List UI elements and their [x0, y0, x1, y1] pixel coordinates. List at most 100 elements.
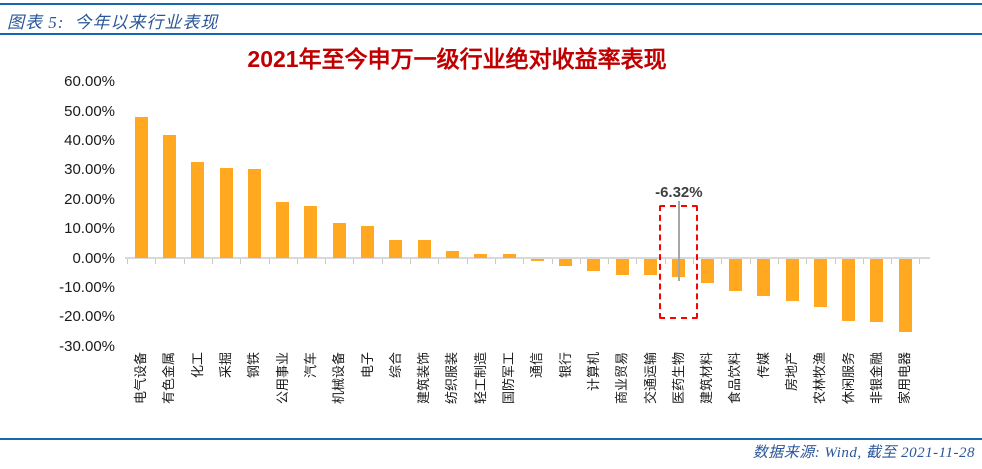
bar-计算机	[587, 258, 601, 272]
x-axis-category-label: 公用事业	[274, 352, 290, 405]
x-axis-category-label: 有色金属	[161, 352, 177, 405]
x-axis-tickmark	[183, 259, 185, 264]
x-axis-line	[125, 257, 930, 259]
y-axis-tick-label: -30.00%	[59, 337, 115, 355]
x-axis-tickmark	[693, 259, 694, 264]
x-axis-category-label: 钢铁	[246, 352, 262, 379]
x-axis-category-label: 银行	[557, 352, 573, 379]
x-axis-tickmark	[777, 259, 779, 264]
x-axis-tickmark	[127, 259, 128, 264]
y-axis-tick-label: 10.00%	[64, 220, 115, 238]
bar-电气设备	[134, 116, 148, 259]
x-axis-tickmark	[523, 259, 525, 264]
x-axis-category-label: 电子	[359, 352, 375, 379]
bar-机械设备	[332, 222, 346, 259]
x-axis-category-label: 机械设备	[331, 352, 347, 405]
x-axis-tickmark	[494, 259, 496, 264]
bar-非银金融	[870, 258, 884, 322]
x-axis-tickmark	[919, 259, 921, 264]
x-axis-tickmark	[891, 259, 893, 264]
bar-化工	[191, 162, 205, 259]
x-axis-category-label: 国防军工	[501, 352, 517, 405]
chart-title: 2021年至今申万一级行业绝对收益率表现	[247, 46, 667, 72]
x-axis-tickmark	[551, 259, 553, 264]
x-axis-tickmark	[834, 259, 836, 264]
x-axis-tickmark	[721, 259, 723, 264]
bar-公用事业	[276, 202, 290, 259]
x-axis-tickmark	[466, 259, 468, 264]
y-axis-tick-label: 40.00%	[64, 131, 115, 149]
x-axis-tickmark	[296, 259, 298, 264]
annotation-leader-line	[677, 201, 680, 281]
figure-caption-label: 图表 5:	[7, 13, 65, 32]
x-axis-tickmark	[862, 259, 864, 264]
x-axis-category-label: 采掘	[218, 352, 234, 379]
x-axis-category-label: 非银金融	[868, 352, 884, 405]
bar-商业贸易	[615, 258, 629, 275]
x-axis-category-label: 商业贸易	[614, 352, 630, 405]
x-axis-tickmark	[325, 259, 327, 264]
x-axis-category-label: 家用电器	[897, 352, 913, 405]
x-axis-category-label: 纺织服装	[444, 352, 460, 405]
footer-rule	[0, 438, 982, 440]
x-axis-tickmark	[636, 259, 638, 264]
x-axis-tickmark	[438, 259, 440, 264]
y-axis-tick-label: 20.00%	[64, 190, 115, 208]
y-axis-tick-label: -10.00%	[59, 278, 115, 296]
bar-建筑材料	[700, 258, 714, 284]
y-axis-tick-label: 50.00%	[64, 102, 115, 120]
x-axis-tickmark	[353, 259, 355, 264]
x-axis-tickmark	[410, 259, 411, 264]
y-axis-tick-label: 30.00%	[64, 161, 115, 179]
bar-有色金属	[162, 135, 176, 259]
bar-通信	[530, 258, 544, 261]
x-axis-category-label: 综合	[387, 352, 403, 379]
figure-caption-title: 今年以来行业表现	[74, 13, 219, 32]
x-axis-category-label: 医药生物	[670, 352, 686, 405]
x-axis-category-label: 休闲服务	[840, 352, 856, 405]
bar-采掘	[219, 167, 233, 259]
bar-纺织服装	[445, 251, 459, 259]
bar-农林牧渔	[813, 258, 827, 308]
top-rule	[0, 3, 982, 5]
x-axis-category-label: 化工	[189, 352, 205, 379]
x-axis-category-label: 通信	[529, 352, 545, 379]
x-axis-tickmark	[268, 259, 270, 264]
x-axis-tickmark	[155, 259, 157, 264]
y-axis-tick-label: 0.00%	[72, 249, 115, 267]
x-axis-category-label: 轻工制造	[472, 352, 488, 405]
bar-家用电器	[898, 258, 912, 332]
x-axis-category-label: 食品饮料	[727, 352, 743, 405]
y-axis-tick-label: 60.00%	[64, 73, 115, 91]
x-axis-tickmark	[381, 259, 383, 264]
x-axis-tickmark	[608, 259, 610, 264]
bar-房地产	[785, 258, 799, 302]
x-axis-tickmark	[579, 259, 581, 264]
x-axis-category-label: 电气设备	[133, 352, 149, 405]
caption-rule	[0, 33, 982, 35]
x-axis-category-label: 汽车	[302, 352, 318, 379]
figure-caption: 图表 5: 今年以来行业表现	[7, 8, 218, 33]
x-axis-tickmark	[211, 259, 213, 264]
x-axis-category-label: 交通运输	[642, 352, 658, 405]
x-axis-category-label: 建筑材料	[699, 352, 715, 405]
bar-银行	[559, 258, 573, 267]
x-axis-tickmark	[749, 259, 751, 264]
x-axis-tickmark	[806, 259, 808, 264]
bar-交通运输	[644, 258, 658, 276]
bar-钢铁	[247, 168, 261, 259]
bar-汽车	[304, 205, 318, 259]
bar-传媒	[757, 258, 771, 297]
x-axis-tickmark	[664, 259, 666, 264]
x-axis-category-label: 传媒	[755, 352, 771, 379]
bar-轻工制造	[474, 254, 488, 259]
annotation-label: -6.32%	[655, 184, 703, 201]
source-note: 数据来源: Wind, 截至 2021-11-28	[752, 445, 975, 461]
bar-食品饮料	[728, 258, 742, 292]
x-axis-tickmark	[240, 259, 242, 264]
x-axis-category-label: 建筑装饰	[416, 352, 432, 405]
bar-电子	[361, 225, 375, 259]
x-axis-category-label: 房地产	[784, 352, 800, 392]
